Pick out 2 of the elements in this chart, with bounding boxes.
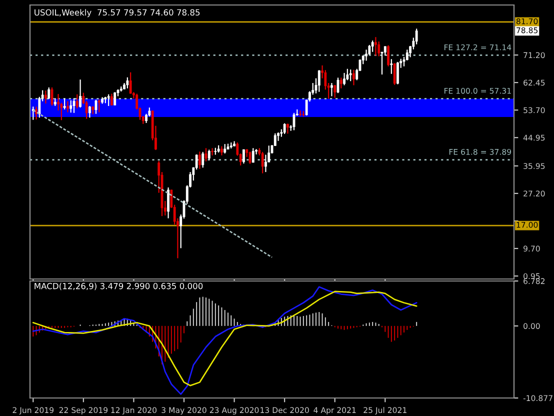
chart-title: MACD(12,26,9) 3.479 2.990 0.635 0.000 (34, 282, 203, 290)
chart-title: USOIL,Weekly 75.57 79.57 74.60 78.85 (34, 9, 200, 18)
